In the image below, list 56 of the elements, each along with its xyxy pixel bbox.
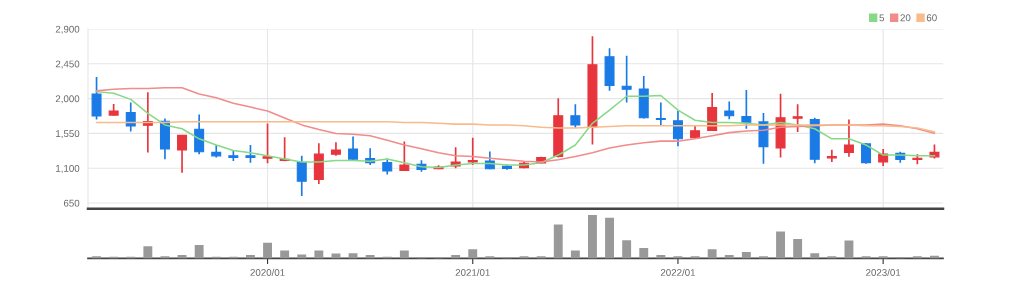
- bar: [485, 256, 495, 259]
- bar: [827, 256, 837, 259]
- candlestick: [741, 89, 752, 130]
- bar: [741, 251, 751, 259]
- y-tick-label: 650: [63, 199, 80, 207]
- candlestick: [399, 140, 410, 172]
- bar: [143, 246, 153, 259]
- bar: [194, 244, 204, 259]
- candlestick: [467, 136, 478, 166]
- y-tick-label: 2,900: [55, 25, 80, 34]
- bar: [399, 250, 409, 259]
- y-tick-label: 2,450: [55, 60, 80, 69]
- candlestick: [843, 118, 854, 158]
- candlestick: [792, 103, 803, 133]
- candlestick: [262, 122, 273, 165]
- legend-label: 5: [879, 14, 885, 22]
- bar: [707, 249, 717, 259]
- bar: [263, 242, 272, 259]
- bar: [570, 250, 580, 259]
- candlestick: [296, 154, 307, 197]
- x-tick-label: 2023/01: [866, 268, 901, 276]
- x-tick-label: 2022/01: [660, 268, 696, 276]
- bar: [759, 256, 768, 259]
- candlestick: [91, 76, 102, 121]
- candlestick: [570, 103, 581, 129]
- candlestick: [655, 101, 666, 127]
- x-tick-label: 2020/01: [250, 268, 285, 276]
- bar: [622, 240, 632, 259]
- legend-label: 20: [900, 14, 911, 22]
- bar: [878, 256, 888, 259]
- candlestick: [861, 142, 872, 165]
- y-tick-label: 2,000: [55, 95, 80, 104]
- bar: [639, 247, 649, 259]
- bar: [588, 215, 597, 259]
- candlestick: [194, 113, 205, 155]
- bar: [92, 256, 101, 259]
- candlestick: [177, 134, 188, 174]
- candlestick: [672, 110, 683, 148]
- candlestick: [621, 54, 632, 104]
- y-tick-label: 1,100: [56, 164, 80, 173]
- candlestick: [125, 101, 136, 133]
- bar: [280, 250, 290, 259]
- bar: [536, 256, 546, 259]
- legend-label: 60: [926, 14, 937, 22]
- y-tick-label: 1,550: [56, 130, 80, 139]
- bar: [810, 253, 820, 259]
- candlestick: [348, 135, 359, 162]
- bar: [314, 250, 324, 259]
- bar: [793, 238, 803, 259]
- bar: [297, 254, 307, 259]
- bar: [468, 249, 478, 259]
- bar: [776, 231, 785, 259]
- bar: [912, 256, 922, 259]
- bar: [553, 224, 563, 259]
- x-tick-label: 2021/01: [455, 268, 490, 276]
- bar: [605, 217, 614, 259]
